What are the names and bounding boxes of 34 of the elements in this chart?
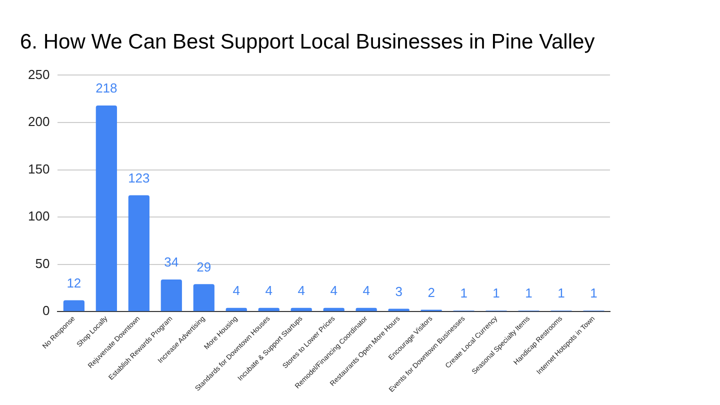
bar <box>63 300 84 312</box>
data-label: 4 <box>298 282 305 298</box>
chart-title: 6. How We Can Best Support Local Businesses in Pine Valley <box>20 30 596 54</box>
bar <box>356 308 377 312</box>
data-label: 29 <box>196 259 212 274</box>
data-label: 1 <box>492 286 500 301</box>
bar <box>226 308 247 312</box>
data-label: 4 <box>265 282 272 298</box>
data-label: 4 <box>362 282 370 298</box>
data-label: 3 <box>395 284 402 299</box>
bar <box>160 279 182 312</box>
data-label: 4 <box>232 282 240 298</box>
data-label: 218 <box>96 80 118 96</box>
data-label: 1 <box>525 286 532 301</box>
bar <box>258 308 280 312</box>
y-tick-label: 200 <box>28 114 50 130</box>
data-label: 4 <box>330 282 338 298</box>
data-label: 123 <box>128 170 150 186</box>
data-label: 12 <box>66 275 82 290</box>
bar <box>96 105 117 312</box>
bar <box>128 195 150 312</box>
bar <box>290 308 312 312</box>
data-label: 34 <box>164 254 179 270</box>
data-label: 1 <box>460 286 468 301</box>
bar <box>323 308 344 312</box>
y-tick-label: 0 <box>42 303 50 318</box>
y-tick-label: 150 <box>28 161 50 176</box>
data-label: 1 <box>558 286 565 301</box>
data-label: 2 <box>428 284 435 300</box>
y-tick-label: 250 <box>28 66 50 82</box>
bar <box>193 284 214 312</box>
y-tick-label: 100 <box>28 208 50 224</box>
y-tick-label: 50 <box>35 256 50 271</box>
data-label: 1 <box>590 286 598 301</box>
